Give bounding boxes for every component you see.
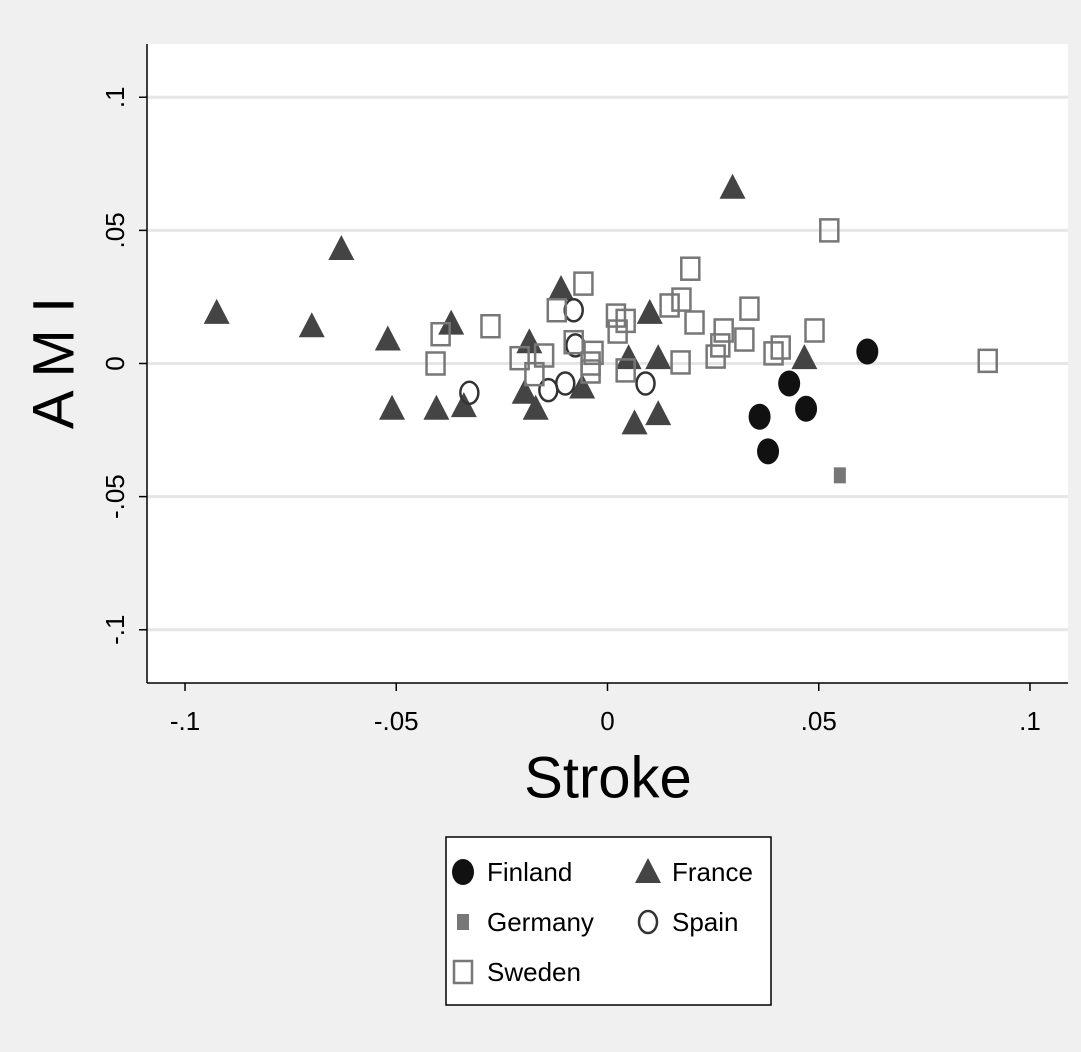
point — [423, 394, 450, 420]
point — [573, 271, 594, 296]
point — [621, 409, 648, 435]
y-tick-label: .1 — [100, 86, 130, 108]
y-tick-label: -.05 — [100, 474, 130, 519]
y-tick-label: -.1 — [100, 615, 130, 645]
point — [778, 370, 801, 397]
point — [438, 309, 465, 335]
legend-label: Finland — [487, 857, 572, 887]
point — [298, 312, 325, 338]
point — [645, 400, 672, 426]
legend-label: France — [672, 857, 753, 887]
x-tick-label: -.05 — [374, 706, 419, 736]
legend-marker — [452, 959, 474, 985]
point — [580, 351, 601, 376]
point — [739, 296, 760, 321]
point — [680, 256, 701, 281]
point — [659, 293, 680, 318]
legend-marker — [457, 914, 469, 930]
point — [203, 298, 230, 324]
x-axis-label: Stroke — [524, 745, 692, 810]
legend-marker — [452, 859, 474, 885]
point — [480, 313, 501, 339]
point — [533, 343, 555, 368]
point — [430, 321, 451, 347]
y-tick-label: .05 — [100, 212, 130, 248]
point — [450, 392, 477, 418]
point — [615, 358, 636, 383]
point — [569, 373, 596, 399]
point — [509, 345, 530, 371]
point — [328, 235, 355, 261]
point — [555, 371, 576, 396]
point — [977, 348, 998, 374]
point — [563, 329, 584, 355]
point — [833, 467, 846, 484]
point — [757, 438, 780, 465]
point — [379, 394, 406, 420]
point — [795, 395, 818, 422]
point — [734, 327, 755, 352]
point — [635, 371, 656, 396]
point — [548, 274, 575, 300]
legend-label: Spain — [672, 907, 739, 937]
point — [425, 351, 446, 376]
legend-marker — [637, 909, 659, 935]
point — [748, 403, 771, 430]
point — [459, 380, 480, 406]
point — [719, 173, 746, 199]
legend-marker — [635, 858, 661, 883]
point — [615, 308, 636, 334]
point — [636, 298, 663, 324]
x-tick-label: .1 — [1019, 706, 1041, 736]
point — [770, 335, 791, 360]
point — [374, 325, 401, 351]
x-tick-label: -.1 — [170, 706, 200, 736]
point — [804, 318, 825, 343]
legend-label: Sweden — [487, 957, 581, 987]
x-tick-label: .05 — [801, 706, 837, 736]
point — [645, 344, 672, 370]
point — [511, 378, 538, 404]
point — [856, 338, 879, 365]
point — [763, 341, 784, 366]
y-tick-label: 0 — [100, 356, 130, 370]
point — [671, 287, 692, 312]
point — [791, 344, 818, 370]
point — [670, 350, 691, 375]
legend-label: Germany — [487, 907, 594, 937]
y-axis-label: A M I — [21, 297, 86, 429]
x-tick-label: 0 — [600, 706, 614, 736]
legend-box — [445, 836, 772, 1006]
point — [546, 298, 568, 323]
point — [522, 394, 549, 420]
point — [819, 218, 840, 243]
point — [713, 318, 734, 343]
point — [710, 333, 731, 358]
point — [684, 310, 705, 335]
